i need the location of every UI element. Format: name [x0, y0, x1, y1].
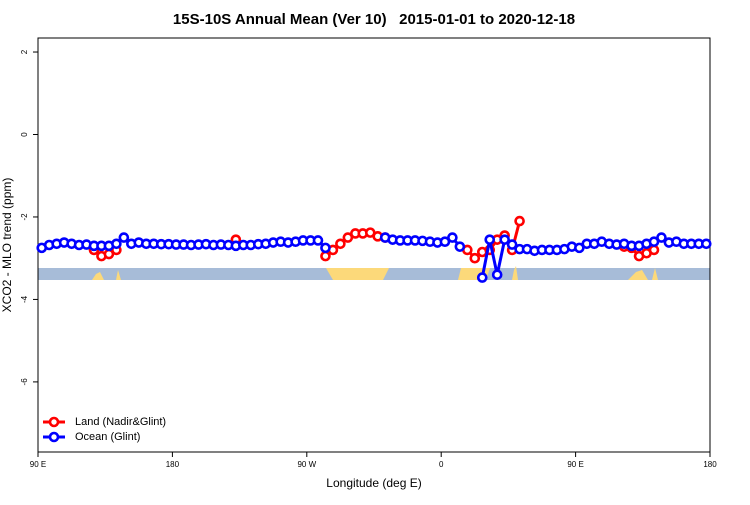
land-strip [92, 272, 104, 280]
point [499, 234, 510, 245]
point [506, 239, 518, 250]
y-axis-label: XCO2 - MLO trend (ppm) [0, 178, 14, 313]
legend-label: Ocean (Glint) [75, 431, 140, 443]
y-tick-label: -6 [20, 378, 29, 386]
point [491, 269, 503, 280]
y-tick-label: -2 [20, 213, 29, 221]
point [335, 238, 346, 250]
point [648, 244, 660, 256]
land-strip [628, 270, 648, 280]
land-strip [512, 266, 518, 280]
point [312, 235, 324, 246]
x-axis-label: Longitude (deg E) [326, 476, 421, 490]
surface-strip [38, 266, 710, 280]
land-strip [652, 268, 658, 280]
point [656, 232, 667, 243]
legend: Land (Nadir&Glint) Ocean (Glint) [43, 416, 166, 443]
legend-marker [48, 416, 60, 428]
x-tick-label: 180 [166, 460, 180, 469]
legend-label: Land (Nadir&Glint) [75, 416, 166, 428]
x-tick-label: 90 E [567, 460, 583, 469]
point [439, 236, 451, 248]
point [320, 242, 331, 254]
x-tick-label: 0 [439, 460, 444, 469]
y-tick-label: 0 [20, 132, 29, 137]
point [476, 272, 488, 283]
point [118, 232, 130, 243]
land-strip [116, 270, 121, 280]
land-strip [326, 268, 389, 280]
point [342, 232, 354, 243]
point [320, 250, 331, 262]
point [111, 238, 122, 250]
point [447, 232, 458, 243]
x-tick-label: 180 [703, 460, 717, 469]
point [469, 252, 481, 264]
series [36, 232, 712, 283]
y-tick-label: 2 [20, 49, 29, 54]
legend-marker [48, 431, 60, 443]
x-tick-label: 90 E [30, 460, 46, 469]
x-tick-label: 90 W [297, 460, 316, 469]
point [700, 238, 712, 250]
point [514, 215, 525, 227]
point [454, 241, 466, 252]
y-tick-label: -4 [20, 295, 29, 303]
point [484, 234, 496, 245]
point [574, 242, 585, 254]
chart-title: 15S-10S Annual Mean (Ver 10) 2015-01-01 … [173, 11, 575, 28]
point [648, 236, 660, 248]
